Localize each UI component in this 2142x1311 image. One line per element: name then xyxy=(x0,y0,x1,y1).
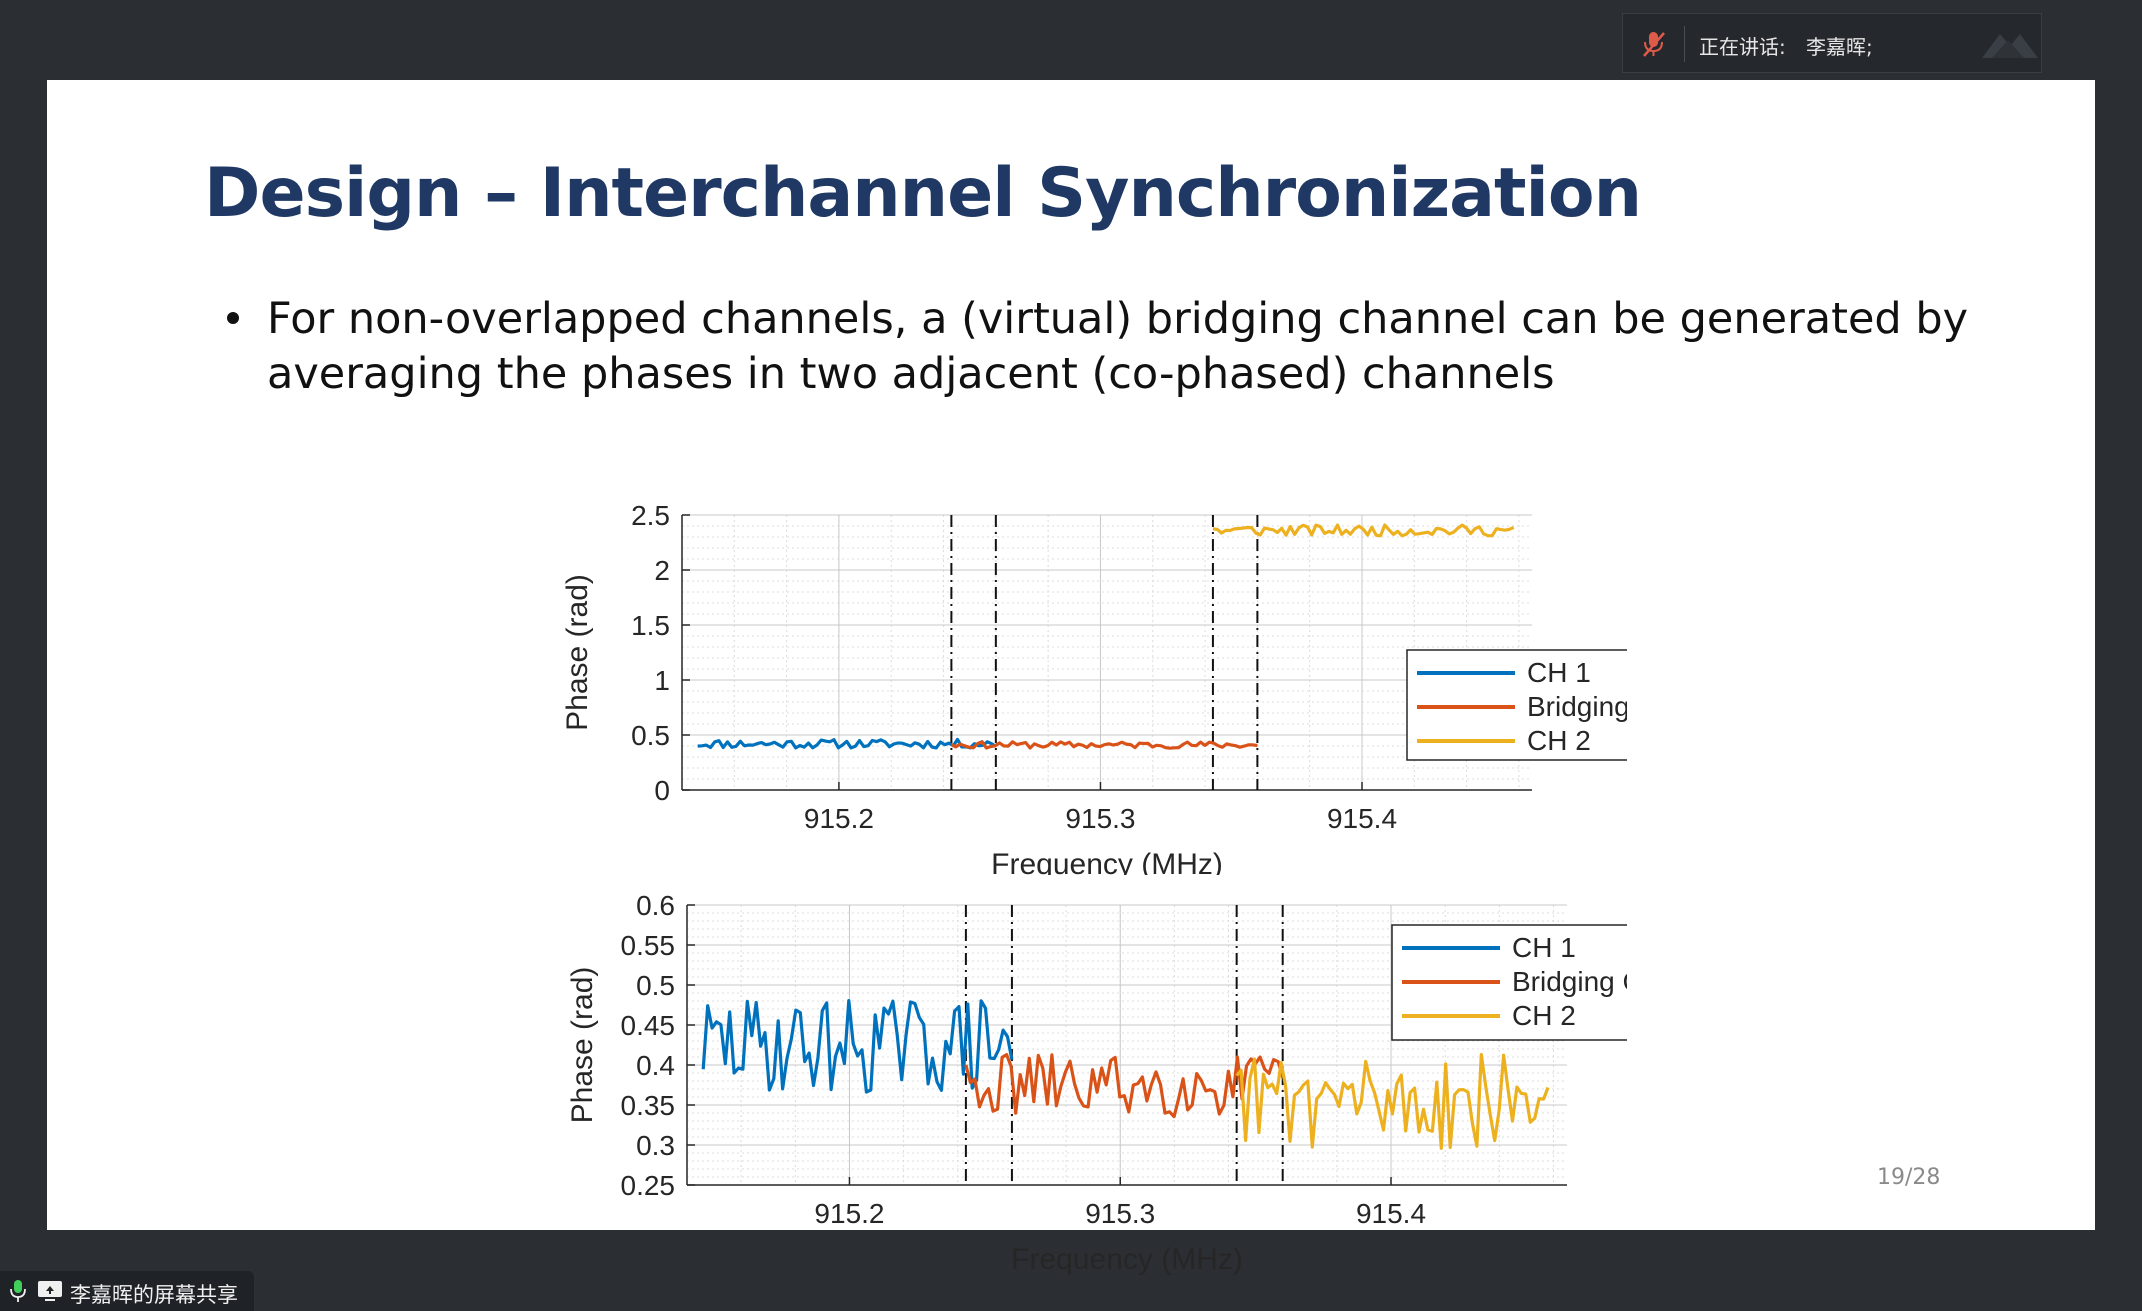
y-tick-label: 1.5 xyxy=(631,610,670,641)
series-line xyxy=(697,737,997,750)
speaking-label: 正在讲话: xyxy=(1699,35,1786,59)
minor-grid xyxy=(686,904,1567,1186)
x-tick-label: 915.3 xyxy=(1085,1198,1155,1229)
active-speaker-bar: 正在讲话: 李嘉晖; xyxy=(1622,13,2042,73)
legend-label: CH 2 xyxy=(1527,725,1591,756)
y-tick-label: 0.4 xyxy=(636,1050,675,1081)
x-axis-label: Frequency (MHz) xyxy=(991,848,1223,875)
x-axis-label: Frequency (MHz) xyxy=(1011,1243,1243,1276)
y-axis-label: Phase (rad) xyxy=(561,574,594,731)
legend-label: Bridging CH xyxy=(1512,966,1627,997)
series-line xyxy=(964,1053,1285,1119)
legend-label: Bridging CH xyxy=(1527,691,1627,722)
y-tick-label: 0.5 xyxy=(631,720,670,751)
slide-title: Design – Interchannel Synchronization xyxy=(204,154,1642,233)
y-tick-label: 1 xyxy=(654,665,670,696)
x-tick-label: 915.3 xyxy=(1065,803,1135,834)
major-grid xyxy=(682,514,1532,791)
minor-grid xyxy=(681,514,1532,791)
presentation-slide: Design – Interchannel Synchronization Fo… xyxy=(47,80,2095,1276)
screen-share-bar[interactable]: 李嘉晖的屏幕共享 xyxy=(0,1271,254,1311)
y-tick-label: 2 xyxy=(654,555,670,586)
legend-label: CH 2 xyxy=(1512,1000,1576,1031)
y-tick-label: 0.35 xyxy=(621,1090,676,1121)
chart-top: 915.2 915.3 915.4 0 0.5 1 1.5 2 2.5 Frequency (MH… xyxy=(561,500,1627,875)
divider xyxy=(1684,26,1685,62)
bullet-point xyxy=(227,312,239,324)
microphone-icon[interactable] xyxy=(9,1279,27,1303)
x-tick-label: 915.4 xyxy=(1356,1198,1426,1229)
y-tick-label: 0.6 xyxy=(636,890,675,921)
app-logo-icon xyxy=(1982,34,2038,58)
x-tick-label: 915.2 xyxy=(804,803,874,834)
y-tick-label: 0.5 xyxy=(636,970,675,1001)
x-tick-label: 915.2 xyxy=(814,1198,884,1229)
series-line xyxy=(1235,1052,1550,1150)
bullet-text: For non-overlapped channels, a (virtual)… xyxy=(267,294,1969,399)
y-tick-label: 0 xyxy=(654,775,670,806)
chart-bottom: 915.2 915.3 915.4 0.25 0.3 0.35 0.4 0.45 0.5 0.55… xyxy=(566,890,1627,1276)
y-axis-label: Phase (rad) xyxy=(566,967,599,1124)
legend-label: CH 1 xyxy=(1527,657,1591,688)
y-tick-label: 0.3 xyxy=(636,1130,675,1161)
y-tick-label: 0.45 xyxy=(621,1010,676,1041)
series-line xyxy=(950,740,1258,750)
legend-label: CH 1 xyxy=(1512,932,1576,963)
major-grid xyxy=(687,904,1567,1186)
muted-microphone-icon[interactable] xyxy=(1641,30,1667,58)
y-tick-label: 2.5 xyxy=(631,500,670,531)
series-line xyxy=(1212,523,1515,538)
y-tick-label: 0.55 xyxy=(621,930,676,961)
series-line xyxy=(701,999,1014,1094)
page-number: 19/28 xyxy=(1877,1165,1941,1190)
speaker-name: 李嘉晖; xyxy=(1806,35,1873,59)
y-tick-label: 0.25 xyxy=(621,1170,676,1201)
screen-share-icon[interactable] xyxy=(37,1280,63,1302)
screen-share-label: 李嘉晖的屏幕共享 xyxy=(70,1283,238,1307)
x-tick-label: 915.4 xyxy=(1327,803,1397,834)
